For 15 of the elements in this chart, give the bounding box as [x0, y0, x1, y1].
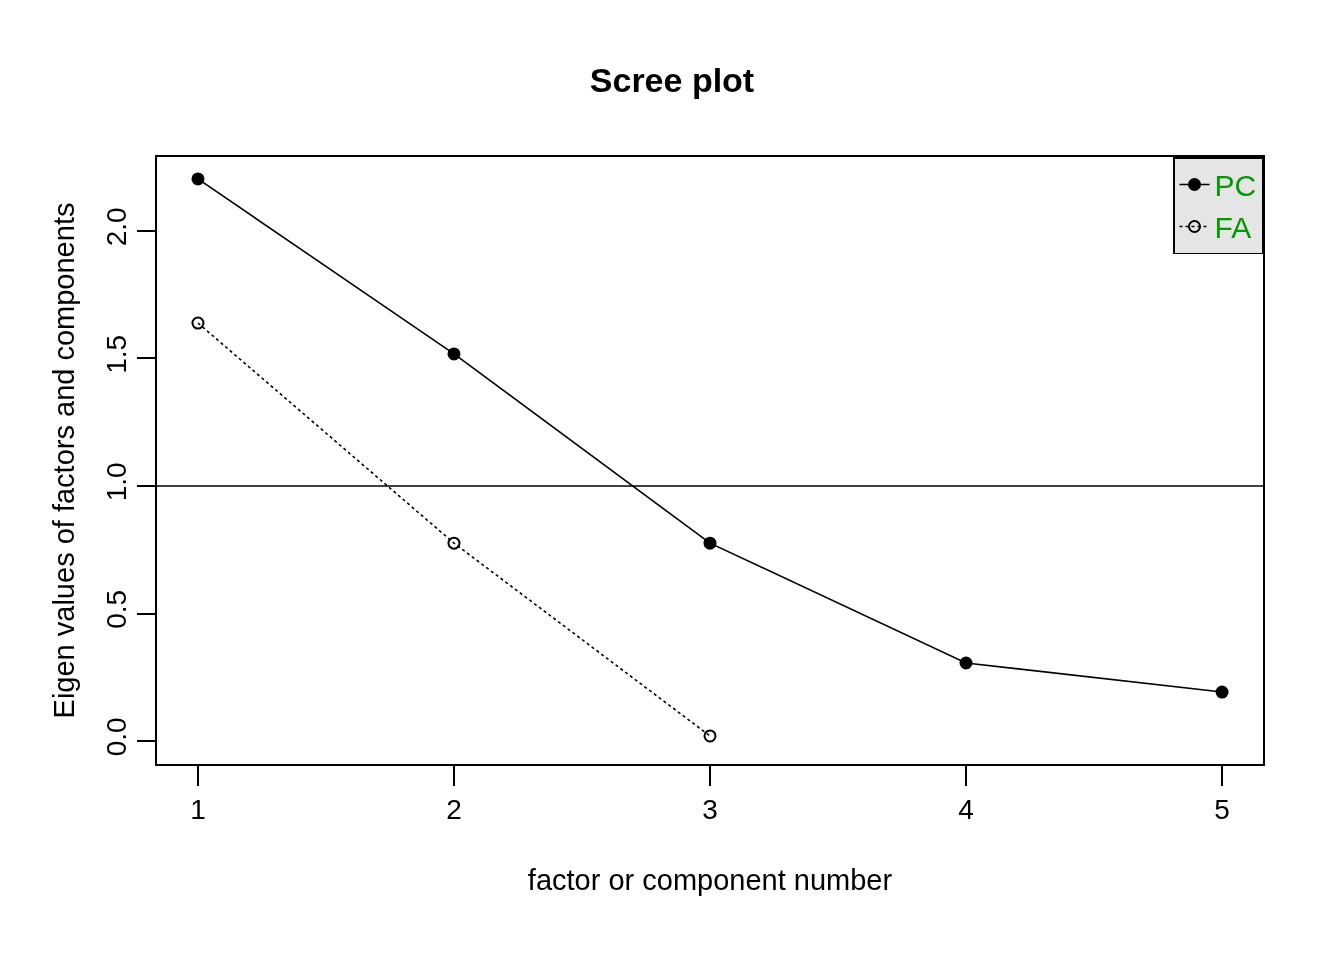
legend-label: PC: [1214, 169, 1257, 203]
chart-title: Scree plot: [589, 60, 755, 99]
legend-label: FA: [1214, 211, 1252, 245]
x-tick-label: 3: [702, 794, 718, 826]
y-tick-label: 0.5: [101, 589, 133, 629]
x-tick-label: 4: [958, 794, 974, 826]
y-tick-label: 1.0: [101, 462, 133, 502]
x-axis-title: factor or component number: [527, 863, 893, 896]
y-tick-label: 1.5: [101, 334, 133, 374]
y-axis-title: Eigen values of factors and components: [47, 202, 80, 719]
y-tick-label: 0.0: [101, 717, 133, 757]
x-tick-label: 2: [446, 794, 462, 826]
x-tick-label: 5: [1214, 794, 1230, 826]
y-tick-label: 2.0: [101, 207, 133, 247]
x-tick-label: 1: [190, 794, 206, 826]
